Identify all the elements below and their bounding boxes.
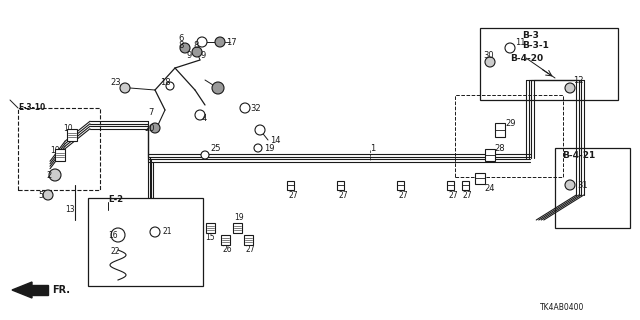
Text: 11: 11 [515,37,525,46]
Text: 1: 1 [370,143,375,153]
Text: 26: 26 [222,245,232,254]
Circle shape [215,37,225,47]
Text: 5: 5 [38,190,44,199]
Text: 19: 19 [264,143,275,153]
Polygon shape [12,282,32,298]
Text: 27: 27 [448,190,458,199]
Bar [447,180,454,189]
Bar [18,108,100,190]
Text: 4: 4 [202,114,207,123]
Circle shape [180,43,190,53]
Circle shape [240,103,250,113]
Text: E-3-10: E-3-10 [18,102,45,111]
Bar [495,123,505,137]
Text: 8: 8 [193,41,198,50]
Text: 9: 9 [200,51,205,60]
Text: TK4AB0400: TK4AB0400 [540,303,584,313]
Bar [485,149,495,161]
Text: 32: 32 [250,103,260,113]
Bar [221,235,230,245]
Text: 22: 22 [110,247,120,257]
Text: 10: 10 [63,124,72,132]
Text: 31: 31 [577,180,588,189]
Text: 24: 24 [484,183,495,193]
Circle shape [166,82,174,90]
Circle shape [254,144,262,152]
Text: FR.: FR. [52,285,70,295]
Text: B-4-21: B-4-21 [562,150,595,159]
Text: 14: 14 [270,135,280,145]
Text: 6: 6 [178,34,184,43]
Circle shape [565,83,575,93]
Text: 15: 15 [205,234,214,243]
Text: 8: 8 [178,41,184,50]
Text: 30: 30 [483,51,493,60]
Circle shape [150,227,160,237]
Bar [205,223,214,233]
Circle shape [43,190,53,200]
Text: 9: 9 [186,51,191,60]
Bar [55,149,65,161]
Bar [67,129,77,141]
Text: B-4-20: B-4-20 [510,53,543,62]
Text: 19: 19 [234,213,244,222]
Text: B-3-1: B-3-1 [522,41,549,50]
Bar [337,180,344,189]
Text: 7: 7 [148,108,154,116]
Text: 23: 23 [110,77,120,86]
Text: 29: 29 [505,118,515,127]
Bar [461,180,468,189]
Circle shape [201,151,209,159]
Circle shape [195,110,205,120]
Text: 20: 20 [144,124,154,132]
Text: 27: 27 [338,190,348,199]
Text: 12: 12 [573,76,584,84]
Text: 10: 10 [50,146,60,155]
Bar [480,28,618,100]
Text: 13: 13 [65,205,75,214]
Bar [455,95,563,177]
Circle shape [485,57,495,67]
Circle shape [150,123,160,133]
Circle shape [212,82,224,94]
Circle shape [565,180,575,190]
Circle shape [120,83,130,93]
Text: 18: 18 [160,77,171,86]
Bar [287,180,294,189]
Text: 27: 27 [398,190,408,199]
Circle shape [111,228,125,242]
Bar [555,148,630,228]
Text: 27: 27 [462,190,472,199]
Circle shape [49,169,61,181]
Text: 25: 25 [210,143,221,153]
Text: 17: 17 [226,37,237,46]
Bar [397,180,403,189]
Circle shape [197,37,207,47]
Polygon shape [32,285,48,295]
Text: 27: 27 [245,245,255,254]
Bar [243,235,253,245]
Bar [475,172,485,183]
Circle shape [192,47,202,57]
Text: 2: 2 [46,171,51,180]
Text: B-3: B-3 [522,30,539,39]
Circle shape [505,43,515,53]
Bar [88,198,203,286]
Text: E-2: E-2 [108,196,123,204]
Circle shape [255,125,265,135]
Text: 28: 28 [494,143,504,153]
Text: 16: 16 [108,230,118,239]
Bar [232,223,241,233]
Text: 21: 21 [162,228,172,236]
Text: 27: 27 [288,190,298,199]
